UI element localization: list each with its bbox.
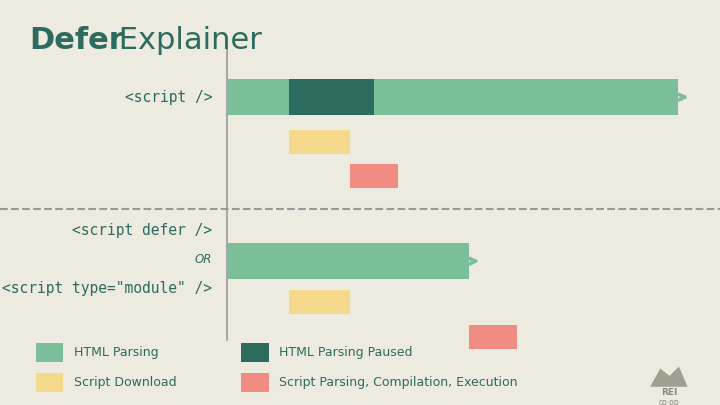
Text: Explainer: Explainer (109, 26, 262, 55)
Text: REI: REI (661, 388, 677, 397)
FancyBboxPatch shape (241, 373, 269, 392)
Text: <script />: <script /> (125, 90, 212, 105)
Polygon shape (650, 367, 688, 387)
Text: Defer: Defer (29, 26, 124, 55)
FancyBboxPatch shape (289, 79, 374, 115)
FancyBboxPatch shape (374, 79, 678, 115)
Text: Script Download: Script Download (74, 376, 177, 389)
Text: <script type="module" />: <script type="module" /> (2, 281, 212, 296)
Text: HTML Parsing Paused: HTML Parsing Paused (279, 346, 413, 359)
FancyBboxPatch shape (227, 243, 469, 279)
FancyBboxPatch shape (227, 79, 289, 115)
Text: <script defer />: <script defer /> (73, 223, 212, 239)
FancyBboxPatch shape (351, 164, 398, 188)
FancyBboxPatch shape (36, 373, 63, 392)
Text: Script Parsing, Compilation, Execution: Script Parsing, Compilation, Execution (279, 376, 518, 389)
FancyBboxPatch shape (469, 325, 517, 349)
FancyBboxPatch shape (36, 343, 63, 362)
FancyBboxPatch shape (289, 290, 351, 314)
Text: co·op: co·op (659, 398, 679, 405)
Text: OR: OR (195, 253, 212, 266)
Text: HTML Parsing: HTML Parsing (74, 346, 159, 359)
FancyBboxPatch shape (241, 343, 269, 362)
FancyBboxPatch shape (289, 130, 351, 154)
